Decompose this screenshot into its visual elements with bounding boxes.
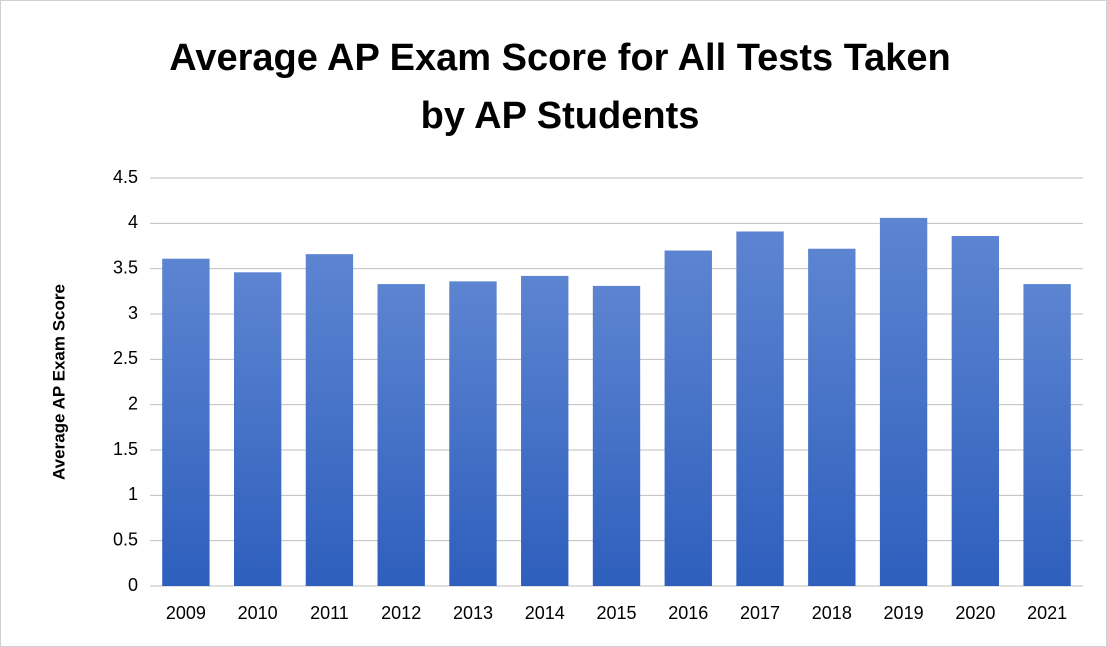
bar bbox=[521, 275, 569, 586]
x-tick-label: 2010 bbox=[238, 603, 278, 623]
x-tick-label: 2014 bbox=[525, 603, 565, 623]
bar bbox=[951, 236, 1000, 586]
bar bbox=[1023, 284, 1071, 586]
bar bbox=[808, 248, 856, 586]
x-tick-label: 2019 bbox=[884, 603, 924, 623]
x-tick-label: 2018 bbox=[812, 603, 852, 623]
y-tick-label: 0.5 bbox=[113, 529, 138, 549]
y-tick-label: 4 bbox=[128, 212, 138, 232]
bar bbox=[162, 258, 210, 586]
x-tick-label: 2009 bbox=[166, 603, 206, 623]
y-tick-label: 1 bbox=[128, 484, 138, 504]
x-tick-label: 2012 bbox=[381, 603, 421, 623]
bar bbox=[233, 272, 282, 586]
x-tick-label: 2021 bbox=[1027, 603, 1067, 623]
bar bbox=[305, 254, 354, 586]
y-tick-label: 0 bbox=[128, 575, 138, 595]
bar bbox=[879, 217, 928, 587]
y-tick-label: 2.5 bbox=[113, 348, 138, 368]
y-tick-label: 3.5 bbox=[113, 257, 138, 277]
bar bbox=[449, 281, 497, 586]
bar bbox=[736, 231, 784, 586]
bar bbox=[377, 284, 425, 586]
chart-title: Average AP Exam Score for All Tests Take… bbox=[169, 37, 950, 79]
y-tick-label: 3 bbox=[128, 303, 138, 323]
x-tick-label: 2015 bbox=[596, 603, 636, 623]
chart-title: by AP Students bbox=[421, 95, 700, 137]
x-tick-label: 2020 bbox=[955, 603, 995, 623]
bar bbox=[664, 250, 712, 587]
y-axis-label: Average AP Exam Score bbox=[49, 284, 68, 480]
y-tick-label: 4.5 bbox=[113, 167, 138, 187]
x-tick-label: 2016 bbox=[668, 603, 708, 623]
x-tick-label: 2013 bbox=[453, 603, 493, 623]
y-tick-label: 2 bbox=[128, 393, 138, 413]
bar bbox=[592, 285, 641, 586]
y-tick-label: 1.5 bbox=[113, 439, 138, 459]
x-tick-label: 2011 bbox=[310, 603, 349, 623]
x-tick-label: 2017 bbox=[740, 603, 780, 623]
